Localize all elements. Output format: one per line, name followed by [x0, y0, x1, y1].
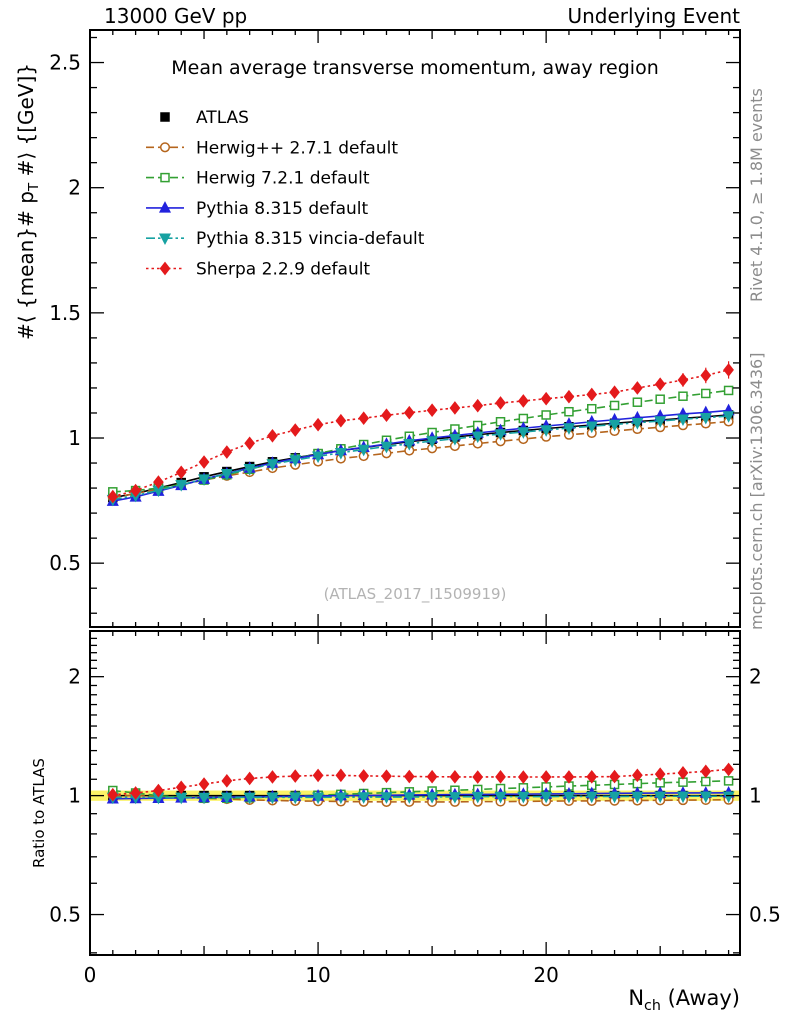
- ratio-y-tick-label-right: 1: [749, 784, 762, 808]
- series-main-sherpa-2-2-9-default: [107, 361, 734, 504]
- analysis-id-watermark: (ATLAS_2017_I1509919): [324, 585, 507, 604]
- x-axis-label: Nch (Away): [540, 986, 740, 1014]
- legend-label: ATLAS: [196, 108, 249, 128]
- x-tick-label: 0: [84, 963, 97, 987]
- main-y-tick-label: 1: [68, 426, 81, 450]
- main-y-axis-ticks: 0.5 1 1.5 2 2.5: [49, 36, 740, 614]
- legend-entry-herwig-7-2-1-default: Herwig 7.2.1 default: [146, 169, 370, 189]
- legend-entry-pythia-8-315-vincia-default: Pythia 8.315 vincia-default: [146, 229, 425, 249]
- ratio-y-tick-label-left: 2: [68, 665, 81, 689]
- x-axis-label-pre: N: [628, 986, 645, 1010]
- ratio-y-tick-label-right: 2: [749, 665, 762, 689]
- x-axis-label-post: (Away): [660, 986, 740, 1010]
- ratio-y-tick-label-right: 0.5: [749, 903, 781, 927]
- legend-entry-atlas: ATLAS: [160, 108, 249, 128]
- series-ratio-sherpa-2-2-9-default: [107, 762, 734, 802]
- series-main-pythia-8-315-vincia-default: [106, 411, 735, 507]
- legend-entry-pythia-8-315-default: Pythia 8.315 default: [146, 199, 369, 219]
- x-tick-labels: 0 10 20: [84, 963, 559, 987]
- main-panel-frame: [89, 29, 741, 628]
- ratio-panel-frame: [89, 630, 741, 956]
- x-axis-ticks: [89, 30, 730, 955]
- beam-energy-label: 13000 GeV pp: [104, 4, 248, 28]
- ratio-y-axis-ticks: 0.5 0.5 1 1 2 2: [49, 637, 781, 954]
- x-axis-label-sub: ch: [644, 998, 661, 1015]
- legend-label: Herwig 7.2.1 default: [196, 169, 370, 189]
- ratio-y-tick-label-left: 1: [68, 784, 81, 808]
- main-y-tick-label: 1.5: [49, 301, 81, 325]
- legend-label: Pythia 8.315 default: [196, 199, 369, 219]
- main-y-tick-label: 2.5: [49, 51, 81, 75]
- ratio-y-tick-label-left: 0.5: [49, 903, 81, 927]
- x-tick-label: 20: [533, 963, 558, 987]
- main-y-tick-label: 2: [68, 176, 81, 200]
- series-ratio-pythia-8-315-vincia-default: [106, 791, 735, 805]
- legend-entry-herwig-2-7-1-default: Herwig++ 2.7.1 default: [146, 138, 398, 158]
- legend-label: Sherpa 2.2.9 default: [196, 260, 370, 280]
- legend: ATLAS Herwig++ 2.7.1 default Herwig 7.2.1 …: [146, 108, 425, 280]
- legend-label: Pythia 8.315 vincia-default: [196, 229, 425, 249]
- chart-title: Mean average transverse momentum, away r…: [171, 57, 659, 79]
- main-y-tick-label: 0.5: [49, 551, 81, 575]
- legend-label: Herwig++ 2.7.1 default: [196, 138, 398, 158]
- analysis-topic-label: Underlying Event: [567, 4, 740, 28]
- x-tick-label: 10: [305, 963, 330, 987]
- legend-entry-sherpa-2-2-9-default: Sherpa 2.2.9 default: [146, 260, 370, 280]
